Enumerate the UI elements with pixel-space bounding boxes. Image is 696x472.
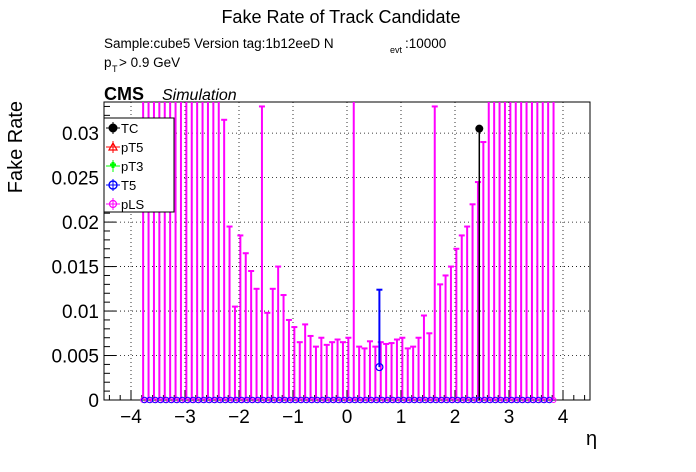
t5-point: [375, 362, 384, 372]
x-tick-label: 3: [504, 407, 515, 428]
x-tick-label: 4: [558, 407, 569, 428]
legend-marker: [110, 162, 116, 168]
y-tick-label: 0.03: [62, 124, 99, 145]
x-tick-label: −3: [174, 407, 196, 428]
legend-marker: [107, 141, 119, 151]
legend-entry-pt3: pT3: [106, 159, 143, 174]
legend-entry-pt5: pT5: [106, 140, 143, 155]
pt-label-rest: > 0.9 GeV: [119, 55, 180, 70]
y-tick-label: 0.025: [51, 169, 99, 190]
tc-point: [475, 124, 484, 133]
nevt-value: :10000: [405, 36, 446, 51]
x-tick-label: 1: [396, 407, 407, 428]
y-tick-label: 0.02: [62, 213, 99, 234]
x-axis-label: η: [586, 428, 597, 450]
legend-marker: [108, 180, 118, 190]
legend-label: pLS: [121, 197, 144, 212]
x-tick-label: −4: [120, 407, 142, 428]
pt-label-p: p: [104, 55, 112, 70]
y-tick-label: 0: [88, 391, 99, 412]
zero-point: [546, 396, 553, 404]
pt-label-sub: T: [112, 64, 118, 74]
y-axis-label: Fake Rate: [5, 101, 27, 193]
legend-marker: [108, 123, 118, 133]
legend-label: pT3: [121, 159, 143, 174]
grid: [104, 102, 590, 401]
x-tick-label: 0: [342, 407, 353, 428]
legend-entry-pls: pLS: [106, 197, 144, 212]
pls-point: [550, 397, 557, 403]
x-tick-label: 2: [450, 407, 461, 428]
y-tick-label: 0.01: [62, 302, 99, 323]
legend-label: T5: [121, 178, 136, 193]
x-tick-label: −2: [228, 407, 250, 428]
legend-entry-t5: T5: [106, 178, 136, 193]
sample-line: Sample:cube5 Version tag:1b12eeD N: [104, 36, 334, 51]
cms-label: CMS: [104, 84, 144, 104]
plot-area: −4 −3 −2 −1 0 1 2 3 4 0 0.005 0.01 0.015 0.02 0.025 0.0…: [51, 101, 591, 428]
legend: TC pT5 pT3 T5 pLS: [103, 117, 175, 213]
x-tick-label: −1: [282, 407, 304, 428]
legend-marker: [108, 199, 118, 209]
chart-title: Fake Rate of Track Candidate: [221, 7, 460, 27]
data-marks: [140, 102, 557, 404]
nevt-subscript: evt: [390, 45, 403, 55]
legend-label: TC: [121, 121, 138, 136]
legend-label: pT5: [121, 140, 143, 155]
y-tick-label: 0.005: [51, 347, 99, 368]
legend-entry-tc: TC: [106, 121, 138, 136]
y-tick-label: 0.015: [51, 258, 99, 279]
simulation-label: Simulation: [162, 87, 237, 104]
